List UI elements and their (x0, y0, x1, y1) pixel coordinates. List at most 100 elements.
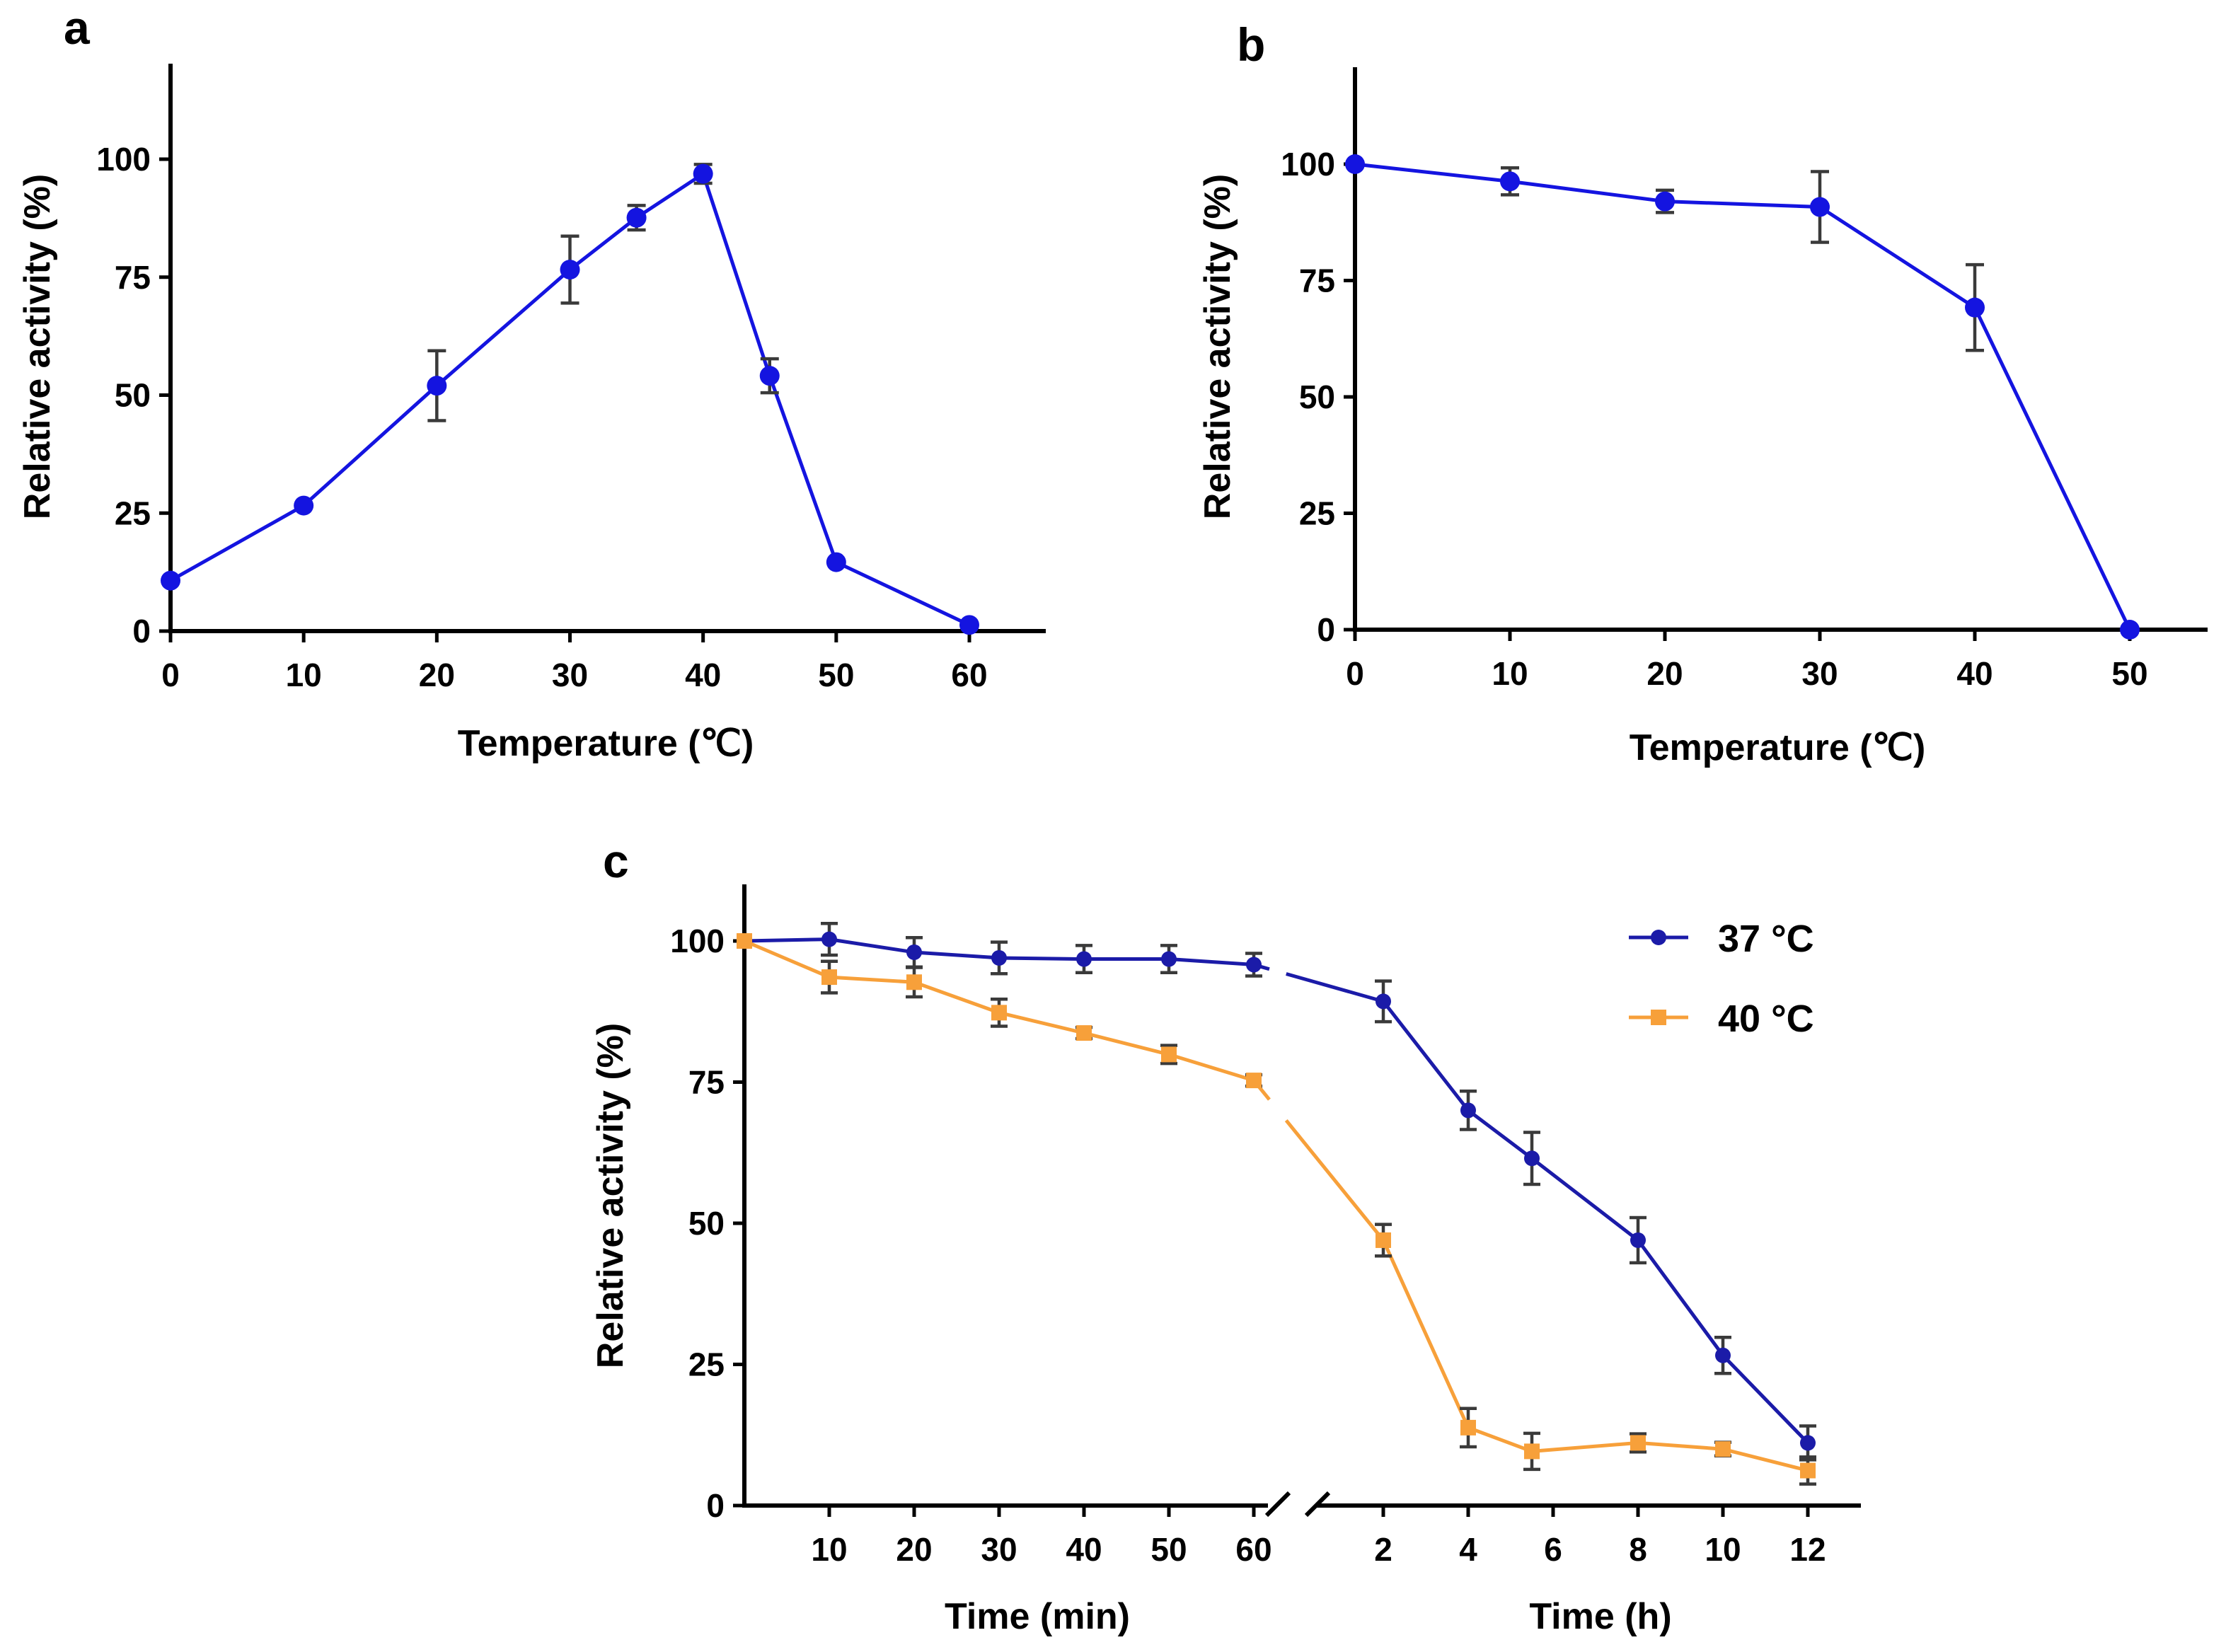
x-tick-label: 60 (1235, 1531, 1271, 1568)
data-point (1460, 1419, 1476, 1436)
x-tick-label: 40 (1956, 655, 1993, 692)
panel-c-x-axis-title-min: Time (min) (945, 1596, 1130, 1637)
x-tick-label: 30 (1801, 655, 1838, 692)
data-point (1500, 171, 1520, 192)
data-point (1715, 1441, 1731, 1457)
panel-c-label: c (603, 835, 629, 887)
x-tick-label: 6 (1544, 1531, 1562, 1568)
x-tick-label: 40 (1066, 1531, 1102, 1568)
y-tick-label: 25 (115, 495, 151, 531)
data-point (991, 949, 1007, 966)
y-tick-label: 100 (670, 923, 725, 959)
data-point (906, 944, 922, 960)
y-tick-label: 75 (688, 1064, 725, 1101)
data-point (1715, 1347, 1731, 1363)
y-tick-label: 100 (96, 141, 151, 178)
y-tick-label: 25 (688, 1346, 725, 1383)
data-point (1246, 957, 1262, 973)
x-tick-label: 20 (1647, 655, 1683, 692)
panel-c-axis-break-left (1264, 1491, 1291, 1518)
data-point (959, 615, 979, 635)
data-point (1161, 1046, 1177, 1063)
y-tick-label: 50 (1299, 379, 1335, 415)
x-tick-label: 2 (1374, 1531, 1392, 1568)
data-point (1076, 1025, 1092, 1041)
data-point (1345, 154, 1365, 174)
y-tick-label: 50 (115, 377, 151, 414)
data-point (821, 969, 837, 986)
y-tick-label: 0 (1317, 611, 1335, 648)
y-tick-label: 100 (1281, 146, 1335, 183)
break-connector (1284, 1119, 1385, 1242)
legend-40c-label: 40 °C (1718, 998, 1814, 1040)
data-point (1376, 1232, 1391, 1248)
data-point (1800, 1435, 1816, 1451)
x-tick-label: 10 (1705, 1531, 1741, 1568)
x-tick-label: 20 (896, 1531, 932, 1568)
data-point (1376, 993, 1391, 1010)
data-point (821, 931, 837, 947)
data-point (1800, 1462, 1816, 1479)
x-tick-label: 50 (818, 657, 854, 693)
y-tick-label: 0 (706, 1487, 725, 1524)
data-point (1524, 1150, 1540, 1167)
y-tick-label: 0 (132, 613, 151, 649)
data-point (906, 974, 922, 990)
break-connector (1286, 972, 1384, 1003)
x-tick-label: 50 (1151, 1531, 1187, 1568)
data-point (2120, 620, 2140, 640)
series-line (1354, 162, 2132, 631)
panel-b-x-axis-title: Temperature (℃) (1630, 727, 1926, 768)
x-tick-label: 50 (2111, 655, 2147, 692)
legend-37c-label: 37 °C (1718, 918, 1814, 960)
panel-b-label: b (1237, 18, 1265, 71)
data-point (759, 366, 780, 386)
panel-c-y-axis-title: Relative activity (%) (590, 1023, 631, 1368)
x-tick-label: 40 (685, 657, 721, 693)
panel-c-x-axis-title-h: Time (h) (1529, 1596, 1671, 1637)
x-tick-label: 4 (1459, 1531, 1477, 1568)
panel-a-label: a (64, 1, 91, 54)
data-point (991, 1005, 1007, 1021)
panel-a-y-axis-title: Relative activity (%) (17, 174, 58, 519)
x-tick-label: 30 (552, 657, 588, 693)
x-tick-label: 20 (419, 657, 455, 693)
x-tick-label: 12 (1789, 1531, 1826, 1568)
data-point (1460, 1102, 1476, 1119)
panel-b-y-axis-title: Relative activity (%) (1197, 174, 1238, 519)
data-point (1524, 1443, 1540, 1460)
data-point (693, 163, 713, 184)
panel-c-chart: c 0 25 50 75 100 10 20 30 40 50 60 2 4 6 8 10 12 Time (m… (590, 835, 1861, 1637)
data-point (626, 207, 647, 228)
y-tick-label: 75 (115, 259, 151, 296)
data-point (1246, 1073, 1262, 1089)
series-line-h (1382, 1000, 1809, 1445)
legend-40c-marker (1651, 1010, 1666, 1025)
data-point (737, 933, 752, 949)
data-point (427, 376, 447, 396)
panel-c-axis-break-right (1304, 1491, 1331, 1518)
x-tick-label: 10 (811, 1531, 847, 1568)
panel-a-x-axis-title: Temperature (℃) (458, 723, 754, 764)
y-tick-label: 75 (1299, 262, 1335, 299)
y-tick-label: 25 (1299, 495, 1335, 532)
legend-37c-marker (1651, 930, 1666, 945)
x-tick-label: 30 (981, 1531, 1017, 1568)
data-point (294, 495, 314, 516)
data-point (1655, 191, 1675, 212)
data-point (161, 570, 180, 591)
series-line-h (1381, 1239, 1809, 1472)
data-point (1810, 197, 1830, 217)
series-40c (737, 933, 1816, 1486)
data-point (1630, 1435, 1646, 1451)
y-tick-label: 50 (688, 1205, 725, 1242)
panel-c-legend: 37 °C 40 °C (1629, 918, 1814, 1040)
x-tick-label: 0 (1346, 655, 1364, 692)
x-tick-label: 10 (1492, 655, 1528, 692)
data-point (1965, 297, 1985, 318)
x-tick-label: 10 (286, 657, 322, 693)
x-tick-label: 8 (1629, 1531, 1647, 1568)
data-point (1630, 1232, 1646, 1248)
